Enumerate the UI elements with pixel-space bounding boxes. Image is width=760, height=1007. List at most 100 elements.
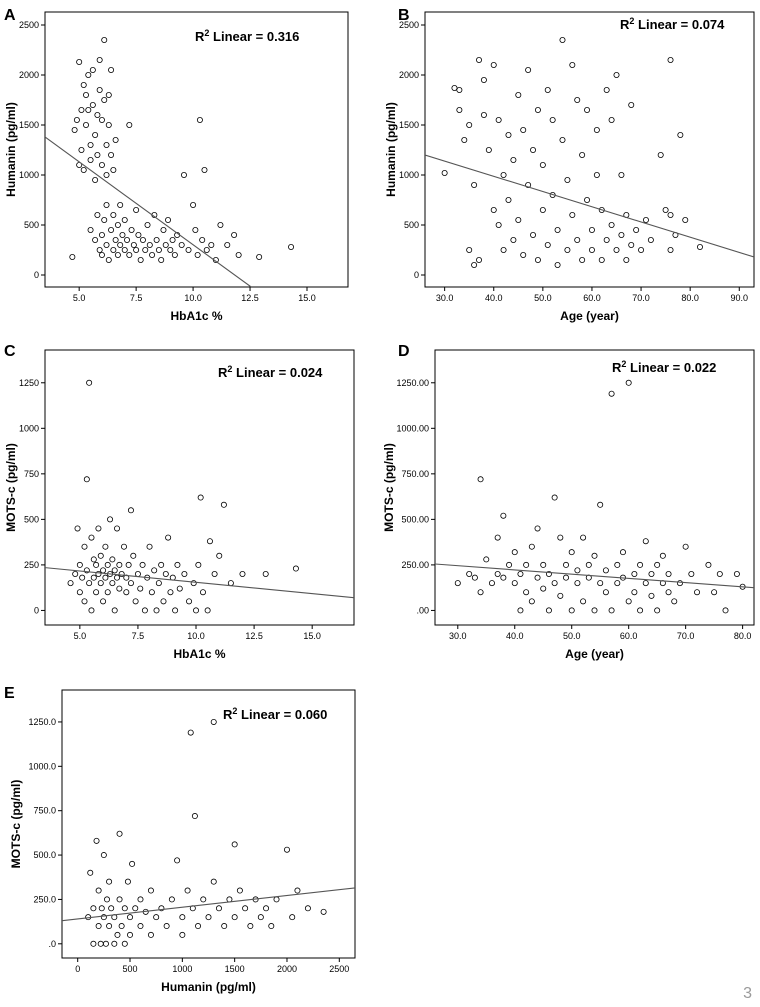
data-point [545,607,552,614]
data-point [174,561,181,568]
data-point [116,561,123,568]
data-point [179,914,186,921]
data-point [180,171,187,178]
x-tick-label: 40.0 [485,293,503,303]
data-point [477,589,484,596]
data-point [515,92,522,99]
data-point [540,561,547,568]
data-point [120,543,127,550]
y-axis-label: MOTS-c (pg/ml) [4,443,18,532]
data-point [585,561,592,568]
data-point [490,62,497,69]
data-point [517,571,524,578]
data-point [505,131,512,138]
data-point [263,905,270,912]
data-point [168,896,175,903]
data-point [544,87,551,94]
y-tick-label: 500.0 [33,850,56,860]
x-tick-label: 2500 [329,964,349,974]
data-point [203,246,210,253]
x-tick-label: 5.0 [73,293,86,303]
x-tick-label: 1000 [172,964,192,974]
data-point [106,878,113,885]
data-point [102,940,109,947]
plot-frame [61,689,356,959]
data-point [471,261,478,268]
data-point [288,243,295,250]
x-tick-label: 60.0 [583,293,601,303]
data-point [121,246,128,253]
data-point [580,534,587,541]
data-point [648,592,655,599]
data-point [155,246,162,253]
data-point [500,171,507,178]
x-tick-label: 15.0 [298,293,316,303]
data-point [139,561,146,568]
x-tick-label: 60.0 [620,631,638,641]
y-tick-label: 750.0 [33,806,56,816]
r2-annotation: R2 Linear = 0.060 [223,706,327,722]
data-point [92,131,99,138]
x-axis-label: Age (year) [565,647,624,661]
data-point [67,580,74,587]
data-point [88,534,95,541]
data-point [135,231,142,238]
data-point [242,905,249,912]
data-point [160,226,167,233]
data-point [257,914,264,921]
data-point [530,146,537,153]
data-point [72,571,79,578]
data-point [125,561,132,568]
data-point [231,914,238,921]
data-point [539,161,546,168]
data-point [109,580,116,587]
data-point [137,585,144,592]
panel-a: A 5.0 7.5 10.0 12.5 15.0 0 500 1000 1500 2000 2500 H… [4,7,349,323]
data-point [123,589,130,596]
x-tick-label: 7.5 [132,631,145,641]
data-point [614,561,621,568]
data-point [163,923,170,930]
data-point [100,598,107,605]
data-point [602,567,609,574]
data-point [94,112,101,119]
data-point [505,196,512,203]
data-point [158,256,165,263]
panel-d: D 30.0 40.0 50.0 60.0 70.0 80.0 .00 250.00 500.00… [382,343,755,661]
data-point [500,246,507,253]
data-point [181,571,188,578]
data-point [625,598,632,605]
y-tick-label: 1500 [19,120,39,130]
data-point [495,221,502,228]
data-point [94,151,101,158]
data-point [495,117,502,124]
y-tick-label: 500 [24,220,39,230]
data-point [654,607,661,614]
data-point [534,107,541,114]
data-point [83,92,90,99]
data-point [105,122,112,129]
data-point [133,246,140,253]
data-point [588,226,595,233]
data-point [618,231,625,238]
x-tick-label: 50.0 [534,293,552,303]
data-point [591,552,598,559]
data-point [568,549,575,556]
data-point [108,151,115,158]
data-point [114,251,121,258]
data-point [187,729,194,736]
x-tick-label: 80.0 [734,631,752,641]
data-point [608,221,615,228]
data-point [195,561,202,568]
data-point [494,571,501,578]
data-point [165,216,172,223]
data-point [623,256,630,263]
data-point [97,580,104,587]
data-point [520,127,527,134]
data-point [579,256,586,263]
data-point [539,206,546,213]
x-tick-label: 0 [75,964,80,974]
data-point [89,67,96,74]
data-point [141,607,148,614]
data-point [108,905,115,912]
